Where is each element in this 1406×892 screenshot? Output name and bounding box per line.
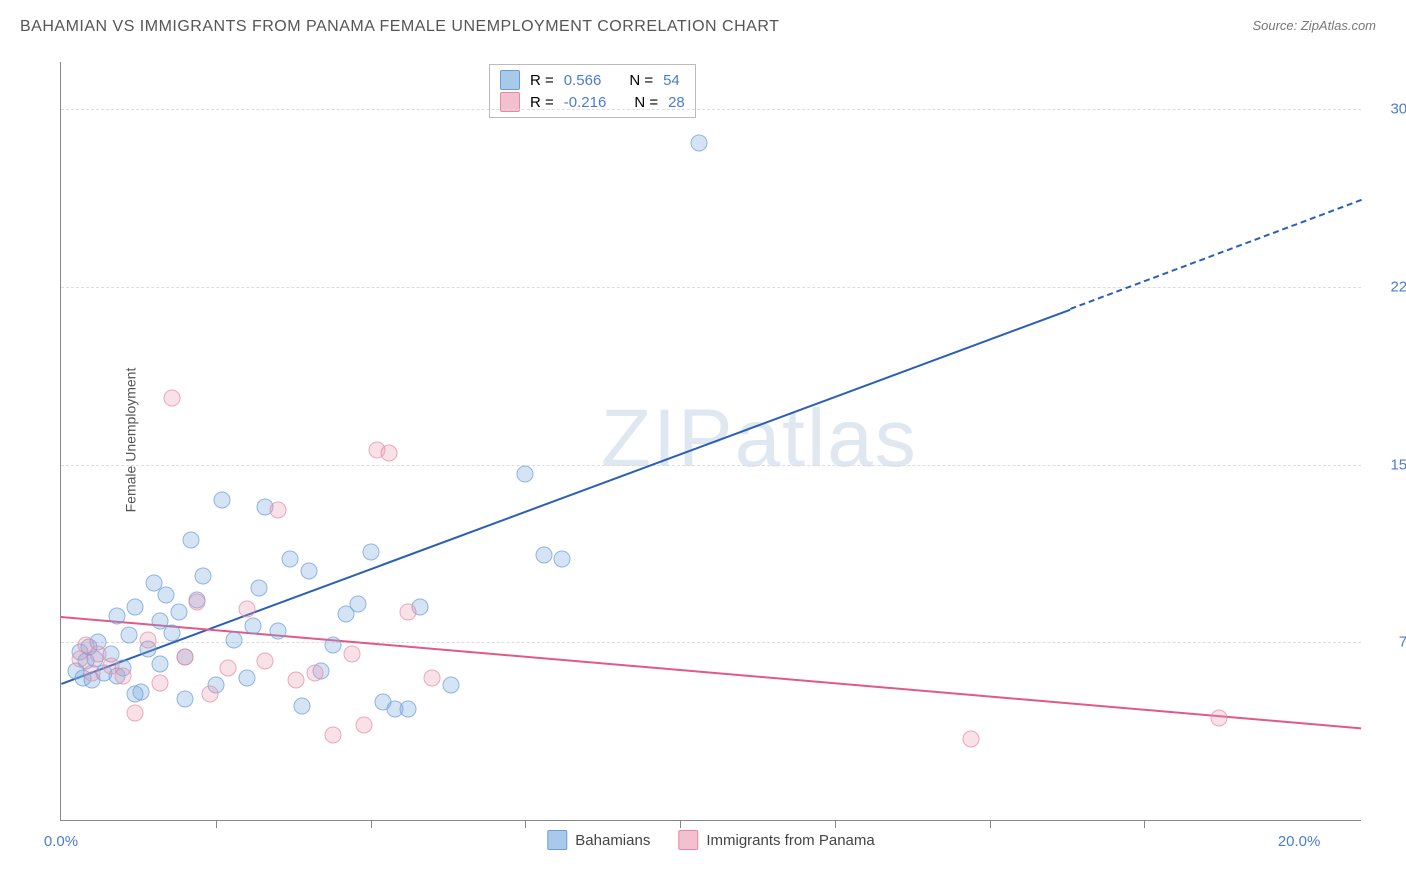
scatter-point bbox=[554, 551, 571, 568]
scatter-point bbox=[257, 653, 274, 670]
scatter-point bbox=[121, 627, 138, 644]
scatter-point bbox=[176, 691, 193, 708]
scatter-point bbox=[158, 586, 175, 603]
r-label: R = bbox=[530, 94, 554, 111]
scatter-point bbox=[517, 466, 534, 483]
x-tick-mark bbox=[990, 820, 991, 828]
swatch-icon bbox=[547, 830, 567, 850]
scatter-point bbox=[195, 568, 212, 585]
n-value: 54 bbox=[663, 72, 680, 89]
scatter-point bbox=[282, 551, 299, 568]
x-tick-label: 0.0% bbox=[44, 833, 78, 850]
scatter-point bbox=[399, 603, 416, 620]
scatter-point bbox=[139, 631, 156, 648]
legend-item: Bahamians bbox=[547, 830, 650, 850]
stats-row: R = 0.566 N = 54 bbox=[500, 70, 685, 90]
scatter-point bbox=[152, 655, 169, 672]
r-value: -0.216 bbox=[564, 94, 607, 111]
scatter-point bbox=[244, 617, 261, 634]
swatch-icon bbox=[500, 70, 520, 90]
x-tick-mark bbox=[680, 820, 681, 828]
scatter-point bbox=[164, 624, 181, 641]
scatter-point bbox=[127, 705, 144, 722]
scatter-point bbox=[114, 667, 131, 684]
legend-label: Bahamians bbox=[575, 832, 650, 849]
scatter-point bbox=[226, 631, 243, 648]
scatter-point bbox=[127, 686, 144, 703]
legend: Bahamians Immigrants from Panama bbox=[547, 830, 874, 850]
scatter-point bbox=[220, 660, 237, 677]
gridline-h bbox=[61, 465, 1361, 466]
x-tick-mark bbox=[835, 820, 836, 828]
x-tick-label: 20.0% bbox=[1278, 833, 1321, 850]
scatter-point bbox=[325, 726, 342, 743]
scatter-point bbox=[963, 731, 980, 748]
x-tick-mark bbox=[525, 820, 526, 828]
scatter-point bbox=[306, 665, 323, 682]
n-label: N = bbox=[634, 94, 658, 111]
legend-item: Immigrants from Panama bbox=[678, 830, 874, 850]
gridline-h bbox=[61, 642, 1361, 643]
scatter-point bbox=[343, 646, 360, 663]
scatter-point bbox=[251, 579, 268, 596]
scatter-point bbox=[213, 492, 230, 509]
x-tick-mark bbox=[216, 820, 217, 828]
r-value: 0.566 bbox=[564, 72, 602, 89]
trend-line bbox=[1070, 199, 1362, 310]
scatter-point bbox=[381, 444, 398, 461]
n-label: N = bbox=[629, 72, 653, 89]
swatch-icon bbox=[678, 830, 698, 850]
r-label: R = bbox=[530, 72, 554, 89]
scatter-point bbox=[269, 622, 286, 639]
n-value: 28 bbox=[668, 94, 685, 111]
scatter-point bbox=[443, 676, 460, 693]
scatter-point bbox=[176, 648, 193, 665]
scatter-point bbox=[108, 608, 125, 625]
scatter-point bbox=[201, 686, 218, 703]
legend-label: Immigrants from Panama bbox=[706, 832, 874, 849]
scatter-point bbox=[1210, 710, 1227, 727]
x-tick-mark bbox=[371, 820, 372, 828]
y-tick-label: 7.5% bbox=[1373, 634, 1406, 651]
scatter-point bbox=[288, 672, 305, 689]
y-tick-label: 15.0% bbox=[1373, 456, 1406, 473]
source-attribution: Source: ZipAtlas.com bbox=[1252, 18, 1376, 33]
gridline-h bbox=[61, 287, 1361, 288]
scatter-point bbox=[300, 563, 317, 580]
scatter-point bbox=[424, 669, 441, 686]
x-tick-mark bbox=[1144, 820, 1145, 828]
scatter-point bbox=[362, 544, 379, 561]
scatter-point bbox=[356, 717, 373, 734]
gridline-h bbox=[61, 109, 1361, 110]
scatter-point bbox=[152, 674, 169, 691]
scatter-point bbox=[325, 636, 342, 653]
scatter-point bbox=[690, 134, 707, 151]
scatter-point bbox=[350, 596, 367, 613]
chart-title: BAHAMIAN VS IMMIGRANTS FROM PANAMA FEMAL… bbox=[20, 18, 779, 36]
scatter-point bbox=[127, 598, 144, 615]
scatter-plot: ZIPatlas R = 0.566 N = 54 R = -0.216 N =… bbox=[60, 62, 1361, 821]
scatter-point bbox=[164, 390, 181, 407]
scatter-point bbox=[189, 594, 206, 611]
scatter-point bbox=[294, 698, 311, 715]
scatter-point bbox=[269, 501, 286, 518]
scatter-point bbox=[238, 669, 255, 686]
scatter-point bbox=[170, 603, 187, 620]
watermark: ZIPatlas bbox=[601, 392, 918, 486]
chart-container: Female Unemployment ZIPatlas R = 0.566 N… bbox=[48, 60, 1368, 820]
y-tick-label: 22.5% bbox=[1373, 279, 1406, 296]
scatter-point bbox=[238, 601, 255, 618]
scatter-point bbox=[83, 665, 100, 682]
scatter-point bbox=[399, 700, 416, 717]
scatter-point bbox=[535, 546, 552, 563]
y-tick-label: 30.0% bbox=[1373, 101, 1406, 118]
scatter-point bbox=[183, 532, 200, 549]
